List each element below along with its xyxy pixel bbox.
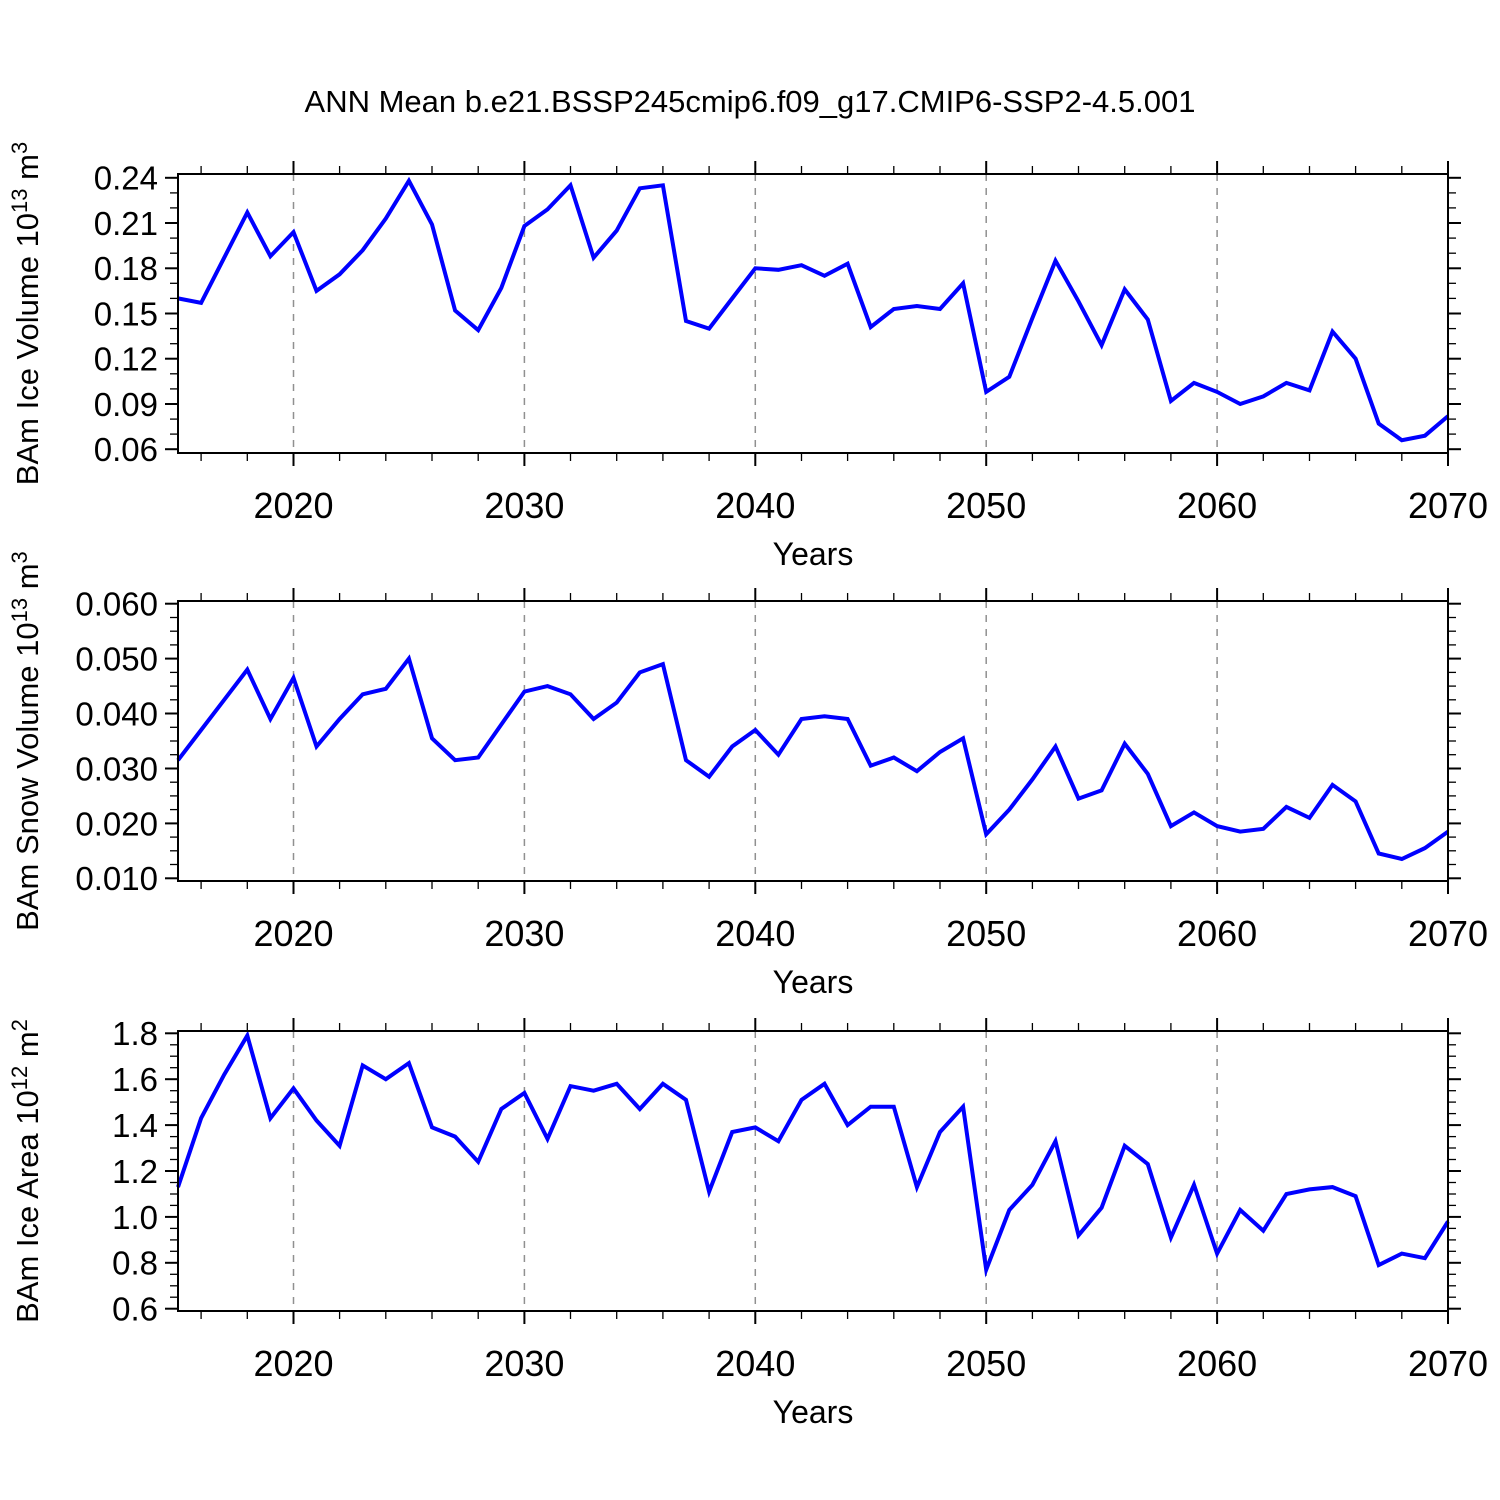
y-tick-label: 0.010 [75, 860, 158, 897]
y-tick-label: 1.8 [112, 1015, 158, 1052]
y-tick-label: 0.06 [94, 431, 158, 468]
y-tick-label: 1.2 [112, 1153, 158, 1190]
y-tick-label: 0.030 [75, 750, 158, 787]
x-tick-label: 2040 [715, 913, 795, 954]
x-tick-label: 2040 [715, 1343, 795, 1384]
y-tick-label: 0.21 [94, 205, 158, 242]
x-tick-label: 2070 [1408, 1343, 1488, 1384]
ice-area-x-axis-title: Years [773, 1394, 854, 1430]
y-tick-label: 0.040 [75, 695, 158, 732]
plot-frame [177, 600, 1449, 882]
x-tick-label: 2060 [1177, 1343, 1257, 1384]
x-tick-label: 2050 [946, 1343, 1026, 1384]
x-tick-label: 2040 [715, 485, 795, 526]
x-tick-label: 2070 [1408, 913, 1488, 954]
panel-snow-volume: 2020 2030 2040 2050 2060 2070 0.010 0.020 0.030 0… [7, 551, 1488, 1000]
ice-area-y-axis-title: BAm Ice Area 1012 m2 [7, 1019, 45, 1323]
ice-area-series-line [176, 1030, 1450, 1278]
x-tick-label: 2030 [484, 913, 564, 954]
snow-volume-x-axis-title: Years [773, 964, 854, 1000]
y-tick-label: 0.24 [94, 160, 158, 197]
x-tick-label: 2030 [484, 485, 564, 526]
x-tick-label: 2060 [1177, 913, 1257, 954]
y-tick-label: 0.15 [94, 295, 158, 332]
page-title: ANN Mean b.e21.BSSP245cmip6.f09_g17.CMIP… [304, 84, 1196, 119]
x-tick-label: 2050 [946, 485, 1026, 526]
y-tick-label: 0.060 [75, 586, 158, 623]
ice-volume-y-axis-title: BAm Ice Volume 1013 m3 [7, 142, 45, 485]
snow-volume-y-axis-title: BAm Snow Volume 1013 m3 [7, 551, 45, 931]
y-tick-label: 0.18 [94, 250, 158, 287]
x-tick-label: 2020 [253, 485, 333, 526]
y-tick-label: 1.6 [112, 1061, 158, 1098]
y-tick-label: 0.8 [112, 1245, 158, 1282]
x-tick-label: 2020 [253, 913, 333, 954]
y-tick-label: 0.09 [94, 386, 158, 423]
x-tick-label: 2030 [484, 1343, 564, 1384]
ice-volume-series-line [177, 176, 1450, 443]
x-tick-label: 2050 [946, 913, 1026, 954]
y-tick-label: 0.12 [94, 341, 158, 378]
plot-frame [177, 1030, 1449, 1312]
y-tick-label: 1.0 [112, 1199, 158, 1236]
panel-ice-area: 2020 2030 2040 2050 2060 2070 0.6 0.8 1.0 1.2 1.4 1… [7, 1015, 1488, 1430]
x-tick-label: 2060 [1177, 485, 1257, 526]
snow-volume-series-line [176, 654, 1450, 862]
y-tick-label: 0.050 [75, 640, 158, 677]
y-tick-label: 0.6 [112, 1291, 158, 1328]
x-tick-label: 2020 [253, 1343, 333, 1384]
panel-ice-volume: 2020 2030 2040 2050 2060 2070 0.06 0.09 0.12 0.15… [7, 142, 1488, 572]
y-tick-label: 0.020 [75, 805, 158, 842]
ice-volume-x-axis-title: Years [773, 536, 854, 572]
y-tick-label: 1.4 [112, 1107, 158, 1144]
x-tick-label: 2070 [1408, 485, 1488, 526]
plot-frame [177, 173, 1449, 454]
